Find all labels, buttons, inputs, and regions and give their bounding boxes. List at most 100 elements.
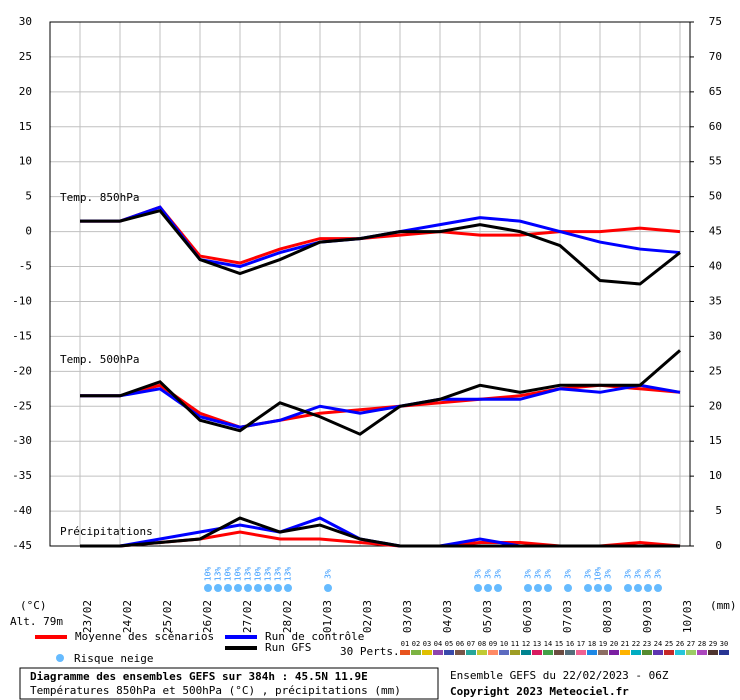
y2-tick-label: 55: [709, 155, 722, 168]
snow-icon: [324, 584, 332, 592]
snow-icon: [484, 584, 492, 592]
x-tick-label: 03/03: [401, 600, 414, 633]
legend-snow-icon: [56, 654, 64, 662]
legend-label: Risque neige: [74, 652, 153, 665]
perts-swatch: [565, 650, 575, 655]
y-tick-label: 25: [19, 50, 32, 63]
perts-label: 10: [500, 640, 508, 648]
perts-swatch: [510, 650, 520, 655]
snow-icon: [524, 584, 532, 592]
perts-swatch: [664, 650, 674, 655]
snow-icon: [284, 584, 292, 592]
snow-icon: [624, 584, 632, 592]
y2-tick-label: 60: [709, 120, 722, 133]
y2-tick-label: 25: [709, 364, 722, 377]
snow-label: 3%: [524, 569, 533, 579]
perts-swatch: [587, 650, 597, 655]
perts-label: 29: [709, 640, 717, 648]
perts-label: 19: [599, 640, 607, 648]
y2-tick-label: 20: [709, 399, 722, 412]
perts-swatch: [433, 650, 443, 655]
y2-tick-label: 15: [709, 434, 722, 447]
snow-label: 10%: [234, 567, 243, 582]
x-tick-label: 28/02: [281, 600, 294, 633]
perts-label: 13: [533, 640, 541, 648]
y2-tick-label: 40: [709, 260, 722, 273]
y-tick-label: -15: [12, 329, 32, 342]
snow-label: 3%: [544, 569, 553, 579]
perts-swatch: [444, 650, 454, 655]
y-tick-label: 0: [25, 225, 32, 238]
y-axis-label: (°C): [20, 599, 47, 612]
snow-label: 3%: [534, 569, 543, 579]
x-tick-label: 23/02: [81, 600, 94, 633]
perts-label: 01: [401, 640, 409, 648]
y2-tick-label: 5: [715, 504, 722, 517]
x-tick-label: 09/03: [641, 600, 654, 633]
snow-icon: [604, 584, 612, 592]
footer-copyright: Copyright 2023 Meteociel.fr: [450, 685, 629, 698]
perts-swatch: [466, 650, 476, 655]
x-tick-label: 02/03: [361, 600, 374, 633]
y-tick-label: -35: [12, 469, 32, 482]
snow-icon: [534, 584, 542, 592]
y-tick-label: -30: [12, 434, 32, 447]
snow-icon: [654, 584, 662, 592]
x-tick-label: 06/03: [521, 600, 534, 633]
snow-label: 3%: [634, 569, 643, 579]
snow-icon: [274, 584, 282, 592]
perts-label: 27: [687, 640, 695, 648]
annotation: Alt. 79m: [10, 615, 63, 628]
snow-label: 3%: [564, 569, 573, 579]
legend-label: Run de contrôle: [265, 630, 364, 643]
perts-swatch: [620, 650, 630, 655]
annotation: Temp. 500hPa: [60, 353, 139, 366]
perts-swatch: [686, 650, 696, 655]
snow-label: 13%: [274, 567, 283, 582]
snow-icon: [544, 584, 552, 592]
perts-label: 25: [665, 640, 673, 648]
perts-swatch: [642, 650, 652, 655]
perts-label: 16: [566, 640, 574, 648]
perts-swatch: [488, 650, 498, 655]
perts-swatch: [576, 650, 586, 655]
snow-icon: [584, 584, 592, 592]
y2-tick-label: 75: [709, 15, 722, 28]
perts-label: 21: [621, 640, 629, 648]
perts-label: 04: [434, 640, 442, 648]
x-tick-label: 24/02: [121, 600, 134, 633]
snow-label: 10%: [204, 567, 213, 582]
legend-label: Run GFS: [265, 641, 311, 654]
perts-swatch: [631, 650, 641, 655]
y2-tick-label: 0: [715, 539, 722, 552]
snow-icon: [644, 584, 652, 592]
x-tick-label: 04/03: [441, 600, 454, 633]
y-tick-label: 5: [25, 190, 32, 203]
perts-label: 14: [544, 640, 552, 648]
snow-label: 13%: [244, 567, 253, 582]
series-line: [80, 516, 680, 548]
perts-label: 20: [610, 640, 618, 648]
legend-label: Moyenne des scénarios: [75, 630, 214, 643]
perts-label: 07: [467, 640, 475, 648]
perts-label: 18: [588, 640, 596, 648]
snow-label: 3%: [644, 569, 653, 579]
perts-swatch: [675, 650, 685, 655]
y-tick-label: 15: [19, 120, 32, 133]
snow-icon: [264, 584, 272, 592]
y2-tick-label: 45: [709, 225, 722, 238]
snow-label: 10%: [224, 567, 233, 582]
perts-swatch: [543, 650, 553, 655]
snow-icon: [254, 584, 262, 592]
snow-label: 13%: [264, 567, 273, 582]
snow-label: 3%: [484, 569, 493, 579]
y2-tick-label: 35: [709, 294, 722, 307]
perts-swatch: [477, 650, 487, 655]
snow-icon: [564, 584, 572, 592]
perts-swatch: [411, 650, 421, 655]
perts-label: 09: [489, 640, 497, 648]
perts-label: 17: [577, 640, 585, 648]
perts-title: 30 Perts.: [340, 645, 400, 658]
perts-swatch: [598, 650, 608, 655]
